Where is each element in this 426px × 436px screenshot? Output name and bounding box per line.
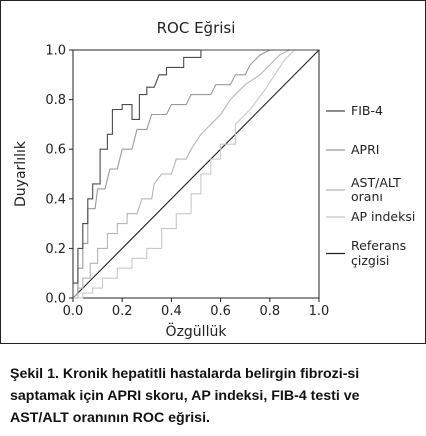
figure-caption: Şekil 1. Kronik hepatitli hastalarda bel… — [10, 366, 360, 426]
x-tick-label: 0.2 — [112, 304, 133, 319]
legend-label: Referans — [351, 238, 406, 253]
series-line-referans-izgisi — [72, 49, 320, 299]
y-axis-label: Duyarlılık — [13, 140, 29, 207]
series-line-fib-4 — [72, 49, 319, 298]
legend-label: FIB-4 — [351, 103, 383, 118]
legend-label: çizgisi — [351, 253, 389, 268]
y-tick-label: 0.4 — [45, 192, 66, 207]
y-tick-label: 0.2 — [45, 242, 66, 257]
x-tick-label: 1.0 — [309, 304, 330, 319]
x-tick-label: 0.0 — [63, 304, 84, 319]
roc-chart: ROC Eğrisi 0.0 0.2 0.4 0.6 0.8 1.0 0.0 0.2 0.4 0.6… — [13, 19, 415, 340]
x-axis-label: Özgüllük — [166, 322, 228, 340]
legend-label: AST/ALT — [351, 175, 401, 190]
y-tick-label: 0.8 — [45, 93, 66, 108]
y-tick-label: 0.0 — [45, 292, 66, 307]
series-line-ap-indeksi — [73, 49, 319, 299]
series-line-ast-alt-oran — [73, 49, 319, 299]
y-tick-label: 1.0 — [45, 44, 66, 59]
figure-frame: ROC Eğrisi 0.0 0.2 0.4 0.6 0.8 1.0 0.0 0.2 0.4 0.6… — [0, 0, 426, 344]
legend-label: AP indeksi — [351, 209, 415, 224]
legend-label: APRI — [351, 142, 379, 157]
y-tick-label: 0.6 — [45, 143, 66, 158]
legend-label: oranı — [351, 189, 383, 204]
x-tick-label: 0.4 — [161, 304, 182, 319]
x-tick-label: 0.6 — [210, 304, 231, 319]
chart-title: ROC Eğrisi — [157, 19, 236, 37]
x-tick-label: 0.8 — [259, 304, 280, 319]
series-line-apri — [72, 49, 319, 299]
